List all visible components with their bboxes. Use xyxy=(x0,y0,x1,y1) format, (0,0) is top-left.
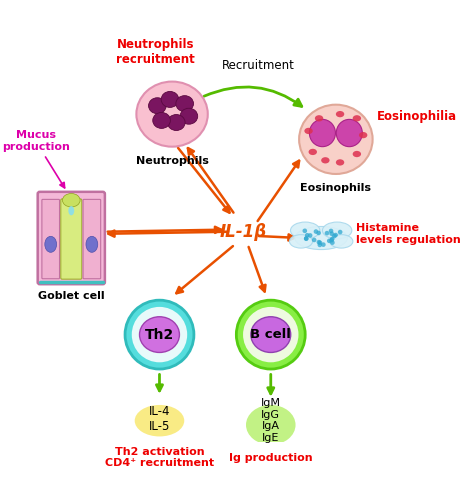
Circle shape xyxy=(302,228,307,233)
Circle shape xyxy=(243,307,299,363)
Ellipse shape xyxy=(321,157,329,163)
Ellipse shape xyxy=(161,91,179,107)
Ellipse shape xyxy=(167,115,185,131)
Circle shape xyxy=(338,230,342,234)
Ellipse shape xyxy=(299,104,373,174)
Circle shape xyxy=(333,233,338,237)
Text: Ig production: Ig production xyxy=(229,453,312,464)
Circle shape xyxy=(329,231,334,236)
Circle shape xyxy=(318,243,322,247)
Text: B cell: B cell xyxy=(250,328,291,341)
Ellipse shape xyxy=(176,96,193,112)
Text: Histamine
levels regulation: Histamine levels regulation xyxy=(356,223,460,244)
Ellipse shape xyxy=(295,226,347,250)
Ellipse shape xyxy=(310,120,336,147)
Circle shape xyxy=(132,307,187,363)
Text: Recruitment: Recruitment xyxy=(222,59,295,72)
Ellipse shape xyxy=(139,317,180,352)
Circle shape xyxy=(330,237,335,241)
Ellipse shape xyxy=(153,112,170,128)
Text: Th2: Th2 xyxy=(145,328,174,342)
Ellipse shape xyxy=(180,108,198,124)
Text: Th2 activation
CD4⁺ recruitment: Th2 activation CD4⁺ recruitment xyxy=(105,447,214,469)
Text: Neutrophils
recruitment: Neutrophils recruitment xyxy=(116,38,195,66)
Ellipse shape xyxy=(336,120,362,147)
Text: Eosinophils: Eosinophils xyxy=(301,183,371,192)
Circle shape xyxy=(308,233,312,238)
Circle shape xyxy=(237,300,305,369)
Circle shape xyxy=(314,229,318,234)
FancyBboxPatch shape xyxy=(38,192,105,284)
Circle shape xyxy=(325,231,329,235)
Circle shape xyxy=(316,231,321,235)
Ellipse shape xyxy=(137,82,208,147)
Circle shape xyxy=(317,240,321,244)
Circle shape xyxy=(321,243,326,247)
Ellipse shape xyxy=(309,149,317,155)
Ellipse shape xyxy=(315,115,323,122)
Circle shape xyxy=(305,233,310,238)
Circle shape xyxy=(318,241,322,245)
Ellipse shape xyxy=(304,128,313,134)
Ellipse shape xyxy=(359,132,367,139)
Ellipse shape xyxy=(135,405,184,436)
Ellipse shape xyxy=(68,206,74,215)
Text: Eosinophilia: Eosinophilia xyxy=(377,110,457,123)
Circle shape xyxy=(312,238,317,243)
Ellipse shape xyxy=(330,235,353,248)
Circle shape xyxy=(304,236,309,241)
Ellipse shape xyxy=(290,235,312,248)
Text: Neutrophils: Neutrophils xyxy=(136,156,209,166)
Text: Mucus
production: Mucus production xyxy=(1,130,70,188)
Ellipse shape xyxy=(322,222,352,239)
FancyBboxPatch shape xyxy=(42,199,60,279)
Ellipse shape xyxy=(246,405,296,445)
Ellipse shape xyxy=(336,111,344,117)
Text: IL-1β: IL-1β xyxy=(220,223,267,241)
FancyBboxPatch shape xyxy=(61,199,82,279)
Ellipse shape xyxy=(353,115,361,122)
Circle shape xyxy=(332,234,337,238)
Ellipse shape xyxy=(45,236,56,252)
Circle shape xyxy=(304,237,309,241)
Ellipse shape xyxy=(63,193,80,207)
Circle shape xyxy=(330,240,335,245)
Ellipse shape xyxy=(86,236,98,252)
Ellipse shape xyxy=(148,98,166,114)
Circle shape xyxy=(329,228,333,233)
Text: IgM
IgG
IgA
IgE: IgM IgG IgA IgE xyxy=(261,399,281,443)
Ellipse shape xyxy=(353,151,361,157)
Ellipse shape xyxy=(336,159,344,166)
Text: IL-4
IL-5: IL-4 IL-5 xyxy=(149,405,170,433)
Text: Goblet cell: Goblet cell xyxy=(38,291,105,300)
Circle shape xyxy=(125,300,194,369)
Ellipse shape xyxy=(291,222,320,239)
Circle shape xyxy=(329,238,334,243)
FancyBboxPatch shape xyxy=(83,199,100,279)
Circle shape xyxy=(327,239,331,243)
Ellipse shape xyxy=(251,317,291,352)
